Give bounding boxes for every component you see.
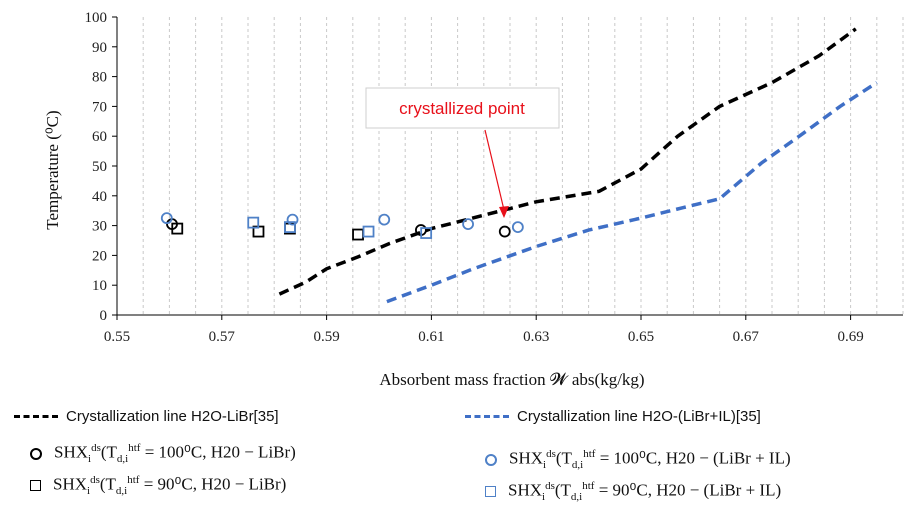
legend-sub: d,i (571, 459, 584, 472)
square-marker-icon (485, 486, 496, 498)
legend-sup: htf (583, 448, 596, 460)
legend-item-line-libr-il: Crystallization line H2O-(LiBr+IL)[35] (465, 408, 761, 425)
x-tick-label: 0.67 (733, 329, 760, 345)
legend-text: = 90⁰C, H20 − LiBr) (139, 474, 287, 494)
x-tick-label: 0.61 (418, 329, 444, 345)
circle-marker-icon (485, 453, 497, 466)
legend-sub: i (87, 485, 91, 498)
series-line-1 (386, 81, 878, 304)
x-tick-label: 0.55 (104, 329, 130, 345)
legend-text: = 100⁰C, H20 − (LiBr + IL) (595, 448, 791, 468)
legend-text: SHX (54, 442, 89, 462)
data-point-square (284, 221, 296, 233)
legend-text: (T (555, 448, 572, 468)
data-point-circle (498, 225, 511, 238)
legend-swatch-blue-dash (465, 415, 509, 418)
legend-label: Crystallization line H2O-(LiBr+IL)[35] (517, 408, 761, 425)
legend-item-square-blue: SHXids(Td,ihtf = 90⁰C, H20 − (LiBr + IL) (485, 480, 781, 503)
axes (112, 16, 903, 320)
data-point-square (247, 216, 260, 229)
legend-sub: i (88, 453, 92, 466)
series-line-0 (278, 27, 857, 296)
annotation-box (365, 87, 560, 129)
y-tick-label: 70 (92, 99, 107, 115)
y-axis-title: Temperature (⁰C) (43, 110, 62, 229)
annotation-arrow (484, 129, 505, 211)
y-tick-label: 20 (92, 248, 107, 264)
x-tick-label: 0.57 (209, 329, 236, 345)
data-point-circle (511, 221, 524, 233)
legend-text: (T (554, 480, 571, 500)
y-tick-label: 10 (92, 278, 107, 294)
square-marker-icon (30, 480, 41, 492)
legend-text: = 100⁰C, H20 − LiBr) (140, 442, 296, 462)
legend-item-line-libr: Crystallization line H2O-LiBr[35] (14, 408, 279, 425)
annotation: crystallized point (365, 87, 560, 218)
legend-sup: htf (127, 474, 140, 486)
legend-swatch-black-dash (14, 415, 58, 418)
y-tick-label: 40 (92, 189, 107, 205)
y-tick-label: 90 (92, 40, 107, 56)
legend-sup: htf (128, 442, 141, 454)
legend-sub: i (542, 491, 546, 504)
circle-marker-icon (30, 447, 42, 460)
y-tick-label: 80 (92, 70, 107, 86)
tick-labels: 0 10 20 30 40 50 60 70 80 90 100 0.55 0.57 0.59 0.61 0.… (85, 10, 864, 345)
data-point-square (171, 222, 184, 235)
x-tick-label: 0.59 (313, 329, 339, 345)
legend-sub: d,i (570, 491, 583, 504)
legend-sub: d,i (115, 485, 128, 498)
data-point-circle (286, 213, 299, 226)
data-point-circle (462, 218, 474, 231)
y-tick-label: 0 (100, 308, 108, 324)
series-layer (160, 27, 878, 304)
annotation-arrowhead (499, 206, 509, 218)
legend-sub: d,i (116, 453, 129, 466)
chart: 0 10 20 30 40 50 60 70 80 90 100 0.55 0.57 0.59 0.61 0.… (43, 10, 904, 389)
y-tick-label: 100 (85, 10, 108, 26)
y-tick-label: 50 (92, 159, 107, 175)
legend-label: Crystallization line H2O-LiBr[35] (66, 408, 279, 425)
data-point-circle (160, 212, 173, 225)
legend-text: (T (99, 474, 116, 494)
x-tick-label: 0.65 (628, 329, 654, 345)
x-axis-title: Absorbent mass fraction 𝓦 abs(kg/kg) (379, 370, 644, 389)
data-point-circle (378, 213, 391, 226)
legend-item-circle-black: SHXids(Td,ihtf = 100⁰C, H20 − LiBr) (30, 442, 296, 465)
legend-sup: ds (90, 474, 100, 486)
legend-text: (T (100, 442, 117, 462)
legend-item-circle-blue: SHXids(Td,ihtf = 100⁰C, H20 − (LiBr + IL… (485, 448, 791, 471)
annotation-text: crystallized point (399, 99, 525, 118)
legend-item-square-black: SHXids(Td,ihtf = 90⁰C, H20 − LiBr) (30, 474, 286, 497)
legend-sub: i (543, 459, 547, 472)
y-tick-label: 30 (92, 219, 107, 235)
legend-sup: ds (91, 442, 101, 454)
grid-lines (142, 17, 904, 315)
legend-text: SHX (508, 480, 543, 500)
data-point-square (352, 228, 364, 241)
y-tick-label: 60 (92, 129, 107, 145)
legend-text: SHX (53, 474, 88, 494)
data-point-square (420, 227, 433, 239)
data-point-square (362, 225, 375, 238)
legend-sup: ds (545, 480, 555, 492)
x-tick-label: 0.63 (523, 329, 549, 345)
x-tick-label: 0.69 (837, 329, 863, 345)
legend-sup: htf (582, 480, 595, 492)
legend-text: SHX (509, 448, 544, 468)
legend-text: = 90⁰C, H20 − (LiBr + IL) (594, 480, 782, 500)
legend-sup: ds (546, 448, 556, 460)
